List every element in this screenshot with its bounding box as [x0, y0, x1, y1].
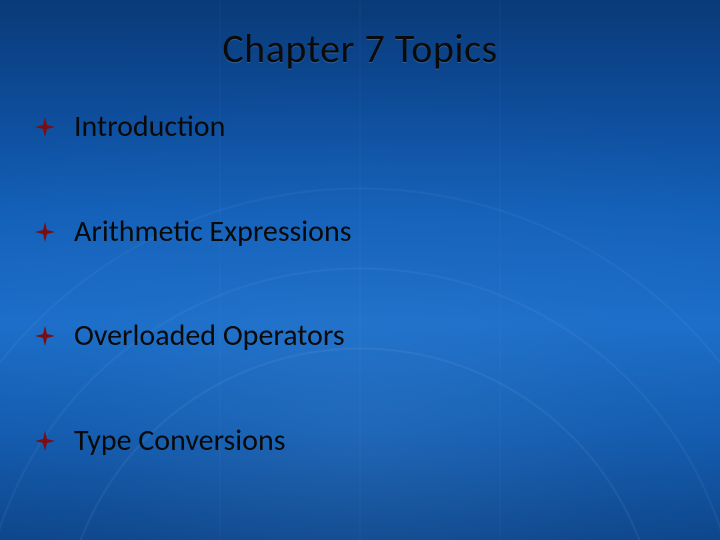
list-item: Overloaded Operators — [34, 319, 680, 354]
diamond-bullet-icon — [34, 116, 58, 140]
slide-title: Chapter 7 Topics — [0, 24, 720, 73]
list-item: Arithmetic Expressions — [34, 215, 680, 250]
topics-list: Introduction Arithmetic Expressions Over… — [34, 110, 680, 458]
diamond-bullet-icon — [34, 221, 58, 245]
list-item-label: Type Conversions — [74, 424, 285, 459]
diamond-path — [35, 430, 55, 450]
list-item: Introduction — [34, 110, 680, 145]
diamond-path — [35, 117, 55, 137]
slide: Chapter 7 Topics Introduction Arithmetic… — [0, 0, 720, 540]
diamond-bullet-icon — [34, 430, 58, 454]
diamond-bullet-icon — [34, 325, 58, 349]
list-item: Type Conversions — [34, 424, 680, 459]
list-item-label: Arithmetic Expressions — [74, 215, 352, 250]
list-item-label: Overloaded Operators — [74, 319, 345, 354]
diamond-path — [35, 221, 55, 241]
diamond-path — [35, 326, 55, 346]
list-item-label: Introduction — [74, 110, 225, 145]
